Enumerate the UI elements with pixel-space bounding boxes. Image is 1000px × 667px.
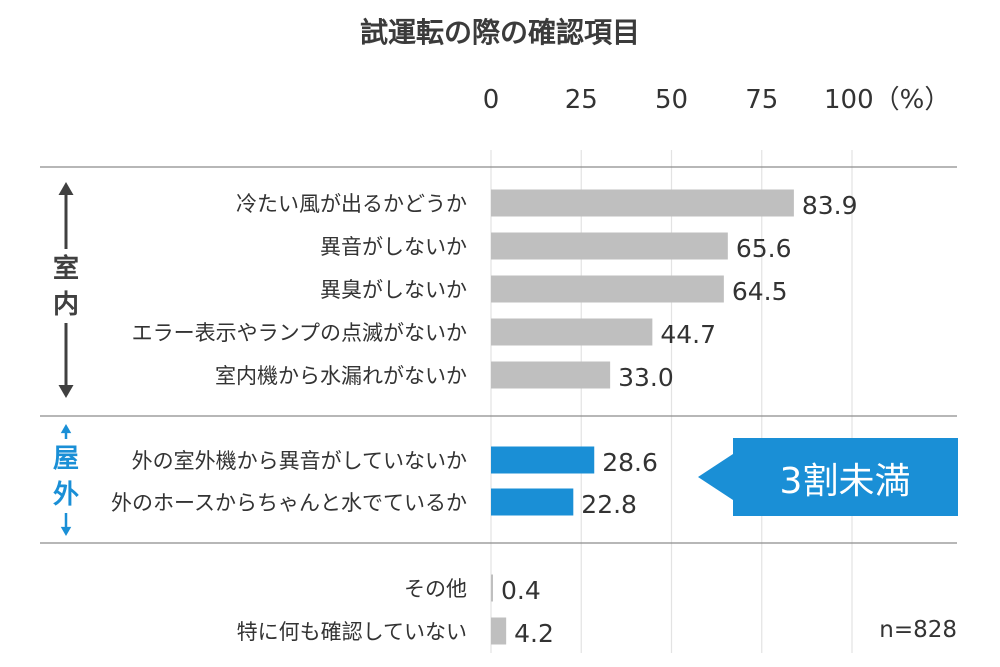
category-label: 特に何も確認していない: [237, 620, 467, 644]
bars: [491, 189, 794, 645]
value-label: 64.5: [732, 277, 788, 306]
arrow-up-icon: [58, 182, 74, 195]
bar: [491, 189, 794, 217]
x-axis-ticks: 0 25 50 75 100（%）: [483, 85, 951, 115]
bar: [491, 275, 724, 303]
bar: [491, 232, 728, 260]
category-label: その他: [404, 577, 467, 601]
arrow-up-icon: [60, 424, 72, 434]
category-labels: 冷たい風が出るかどうか異音がしないか異臭がしないかエラー表示やランプの点滅がない…: [111, 192, 467, 644]
bar: [491, 617, 507, 645]
category-label: 外のホースからちゃんと水でているか: [111, 491, 467, 515]
callout: 3割未満: [698, 438, 958, 516]
callout-box: [698, 438, 958, 516]
category-label: 外の室外機から異音がしていないか: [132, 449, 467, 473]
bar: [491, 574, 493, 602]
bar: [491, 446, 595, 474]
chart-title: 試運転の際の確認項目: [360, 16, 640, 49]
x-tick-label: 50: [655, 85, 688, 115]
value-label: 28.6: [602, 448, 658, 477]
value-labels: 83.9 65.6 64.5 44.7 33.0 28.6 22.8 0.4 4.2: [501, 191, 858, 648]
value-label: 33.0: [618, 363, 674, 392]
category-label: 冷たい風が出るかどうか: [236, 192, 467, 216]
arrow-down-icon: [58, 385, 74, 398]
arrow-down-icon: [60, 526, 72, 536]
x-tick-label: 0: [483, 85, 500, 115]
category-label: 異音がしないか: [320, 235, 467, 259]
category-label: エラー表示やランプの点滅がないか: [132, 321, 467, 345]
category-label: 室内機から水漏れがないか: [215, 364, 467, 388]
callout-text: 3割未満: [780, 461, 911, 502]
x-tick-label: 75: [745, 85, 778, 115]
bar: [491, 361, 611, 389]
section-label: 室: [53, 253, 79, 284]
value-label: 22.8: [581, 490, 637, 519]
x-tick-label: 100（%）: [824, 85, 950, 115]
section-label: 内: [53, 290, 79, 320]
value-label: 0.4: [501, 576, 541, 605]
sample-size-note: n=828: [879, 617, 957, 643]
bar: [491, 488, 574, 516]
section-dividers: [40, 166, 957, 544]
section-label: 屋: [53, 444, 79, 474]
gridlines: [490, 150, 853, 653]
value-label: 4.2: [514, 619, 554, 648]
value-label: 83.9: [802, 191, 858, 220]
bar: [491, 318, 653, 346]
section-label: 外: [53, 480, 79, 510]
category-label: 異臭がしないか: [320, 278, 467, 302]
value-label: 65.6: [736, 234, 792, 263]
x-tick-label: 25: [565, 85, 598, 115]
value-label: 44.7: [660, 320, 716, 349]
